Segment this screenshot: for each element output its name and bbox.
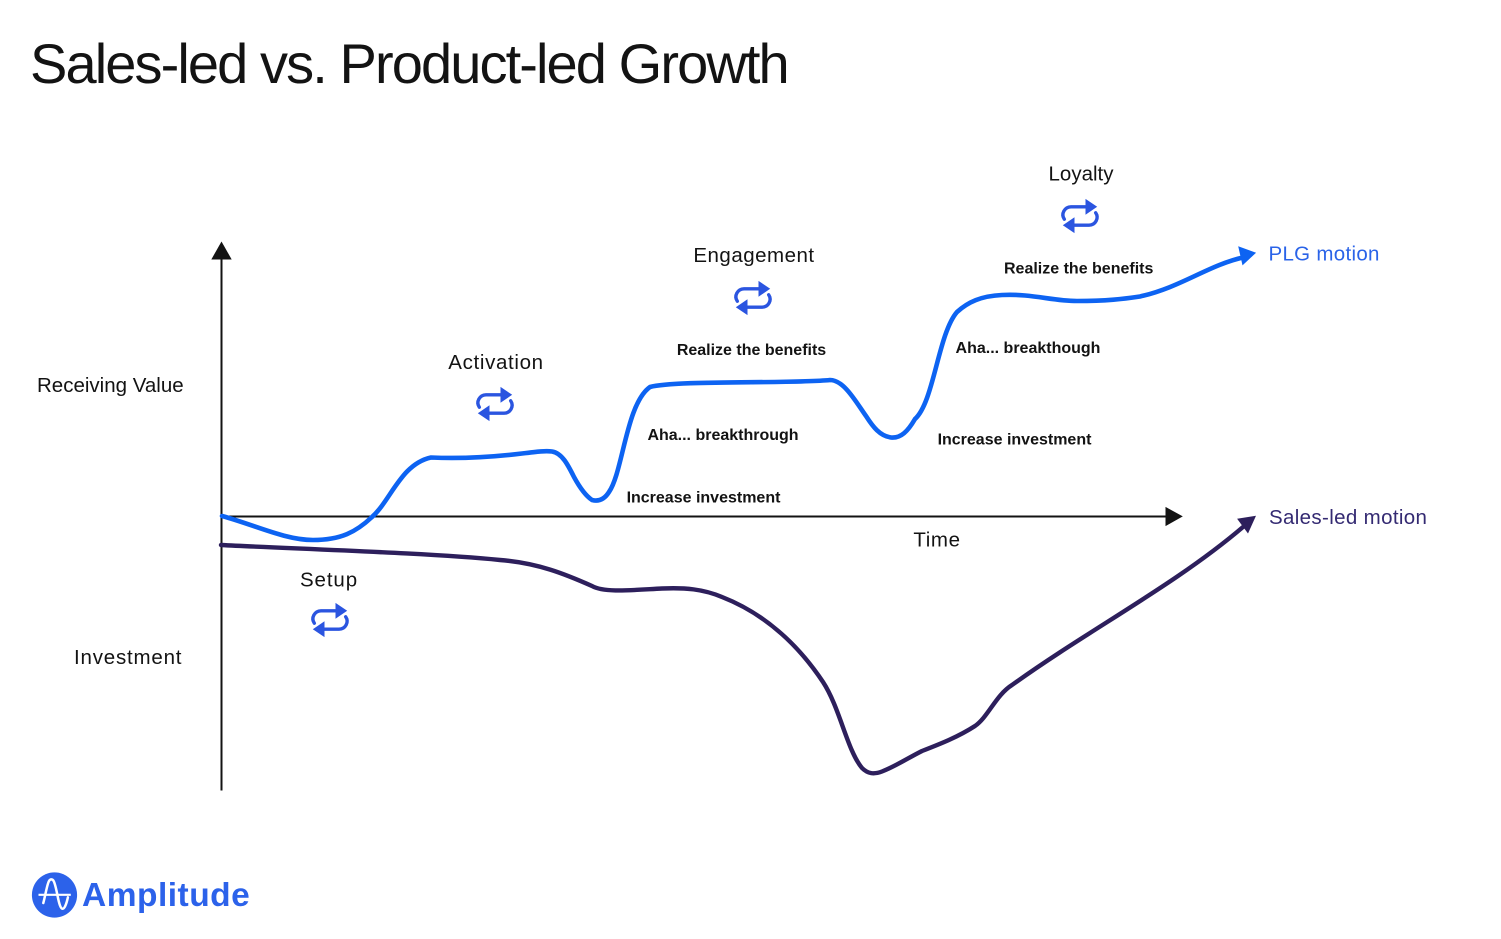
svg-text:Loyalty: Loyalty bbox=[1049, 163, 1115, 186]
svg-text:Realize the benefits: Realize the benefits bbox=[677, 342, 826, 359]
svg-text:Setup: Setup bbox=[300, 569, 358, 592]
svg-text:Aha... breakthrough: Aha... breakthrough bbox=[647, 427, 798, 444]
svg-text:Receiving Value: Receiving Value bbox=[37, 374, 184, 397]
svg-text:Time: Time bbox=[913, 529, 960, 552]
svg-text:Engagement: Engagement bbox=[693, 244, 814, 267]
svg-text:Activation: Activation bbox=[448, 351, 543, 374]
svg-text:Realize the benefits: Realize the benefits bbox=[1004, 260, 1153, 277]
svg-text:Increase investment: Increase investment bbox=[627, 489, 782, 506]
svg-text:Sales-led motion: Sales-led motion bbox=[1269, 506, 1427, 529]
svg-text:Aha... breakthough: Aha... breakthough bbox=[956, 340, 1101, 357]
svg-text:Increase investment: Increase investment bbox=[938, 432, 1093, 449]
svg-text:Investment: Investment bbox=[74, 646, 182, 669]
svg-text:PLG motion: PLG motion bbox=[1269, 243, 1380, 266]
svg-text:Amplitude: Amplitude bbox=[82, 877, 250, 914]
